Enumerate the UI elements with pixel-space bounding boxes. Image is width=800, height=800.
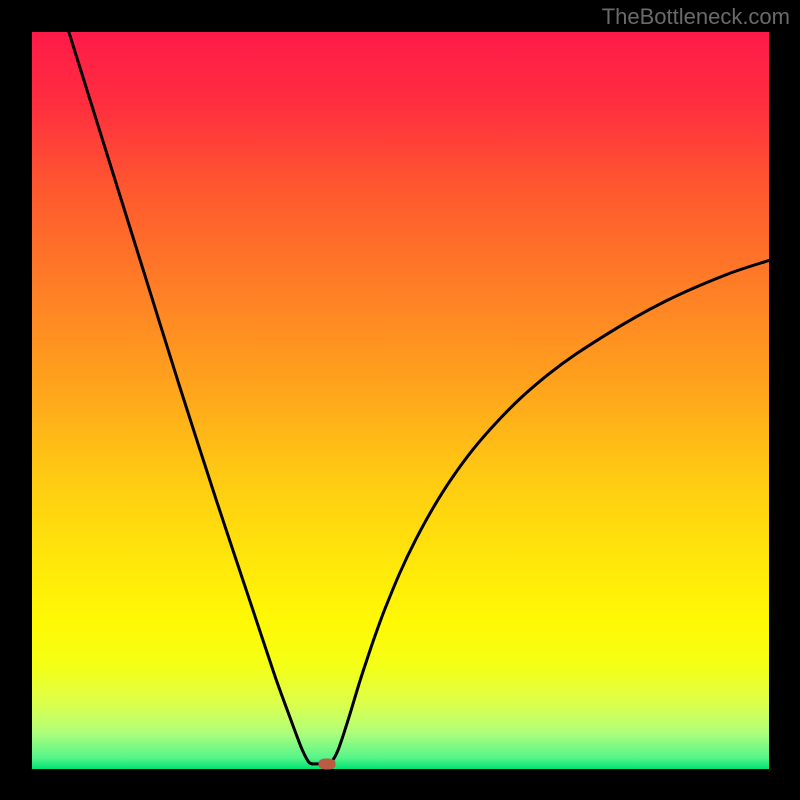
curve-left-branch [69,32,312,764]
chart-container: { "watermark": { "text": "TheBottleneck.… [0,0,800,800]
valley-marker [318,758,335,769]
watermark-text: TheBottleneck.com [602,4,790,30]
curve-right-branch [330,260,769,763]
plot-frame [32,32,769,769]
bottleneck-curve [32,32,769,769]
